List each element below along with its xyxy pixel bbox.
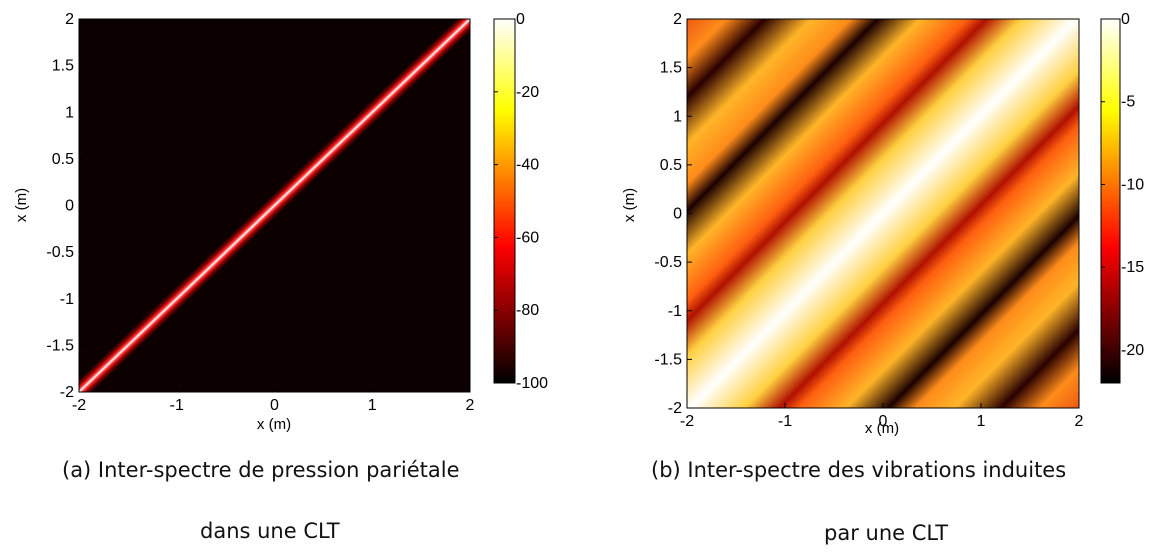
x-tick-label: -2: [72, 397, 86, 414]
y-tick-label: -2: [60, 384, 74, 401]
y-tick-label: 0.5: [660, 157, 682, 174]
colorbar-tick-label: 0: [1121, 11, 1130, 28]
diagonal-band-rect: [79, 19, 470, 392]
y-tick-label: 2: [673, 11, 682, 28]
x-axis-label-b: x (m): [865, 420, 899, 437]
x-tick-label: 1: [977, 413, 986, 430]
colorbar-ticks-a: 0 -20 -40 -60 -80 -100: [494, 11, 548, 392]
caption-a-line1: (a) Inter-spectre de pression pariétale: [62, 458, 460, 482]
y-tick-label: 1.5: [52, 58, 74, 75]
y-tick-label: -0.5: [654, 254, 682, 271]
chart-b: -2 -1 0 1 2 21.510.50-0.5-1-1.5-2 x (m) x (m…: [621, 11, 1144, 437]
colorbar-tick-label: -20: [1121, 342, 1144, 359]
x-tick-label: 2: [466, 397, 475, 414]
x-tick-label: 0: [270, 397, 279, 414]
colorbar-tick-label: -15: [1121, 259, 1144, 276]
colorbar-b: [1100, 18, 1121, 384]
colorbar-tick-label: -20: [516, 84, 539, 101]
x-axis-a: -2 -1 0 1 2: [72, 387, 475, 414]
y-tick-label: -1.5: [46, 337, 74, 354]
chart-a: -2 -1 0 1 2 2 1.5 1 0.5 0 -0.5 -1 -1.5 -2 x (m) x (m…: [13, 11, 548, 433]
colorbar-tick-label: -40: [516, 157, 539, 174]
heatmap-stripes-b: [687, 19, 1079, 408]
y-tick-label: -0.5: [46, 244, 74, 261]
x-axis-label-a: x (m): [257, 416, 291, 433]
colorbar-tick-label: -5: [1121, 94, 1135, 111]
y-tick-label: 2: [65, 11, 74, 28]
y-tick-label: -1.5: [654, 351, 682, 368]
y-tick-label: 1: [673, 108, 682, 125]
y-tick-label: 0: [65, 198, 74, 215]
x-tick-label: -1: [170, 397, 184, 414]
y-tick-label: 0.5: [52, 151, 74, 168]
plot-area-a: [79, 19, 470, 392]
colorbar-tick-label: -80: [516, 302, 539, 319]
x-tick-label: -2: [680, 413, 694, 430]
caption-b-line2: par une CLT: [824, 521, 949, 545]
diagonal-band-a: [79, 19, 470, 392]
colorbar-ticks-b: 0 -5 -10 -15 -20: [1101, 11, 1144, 359]
colorbar-tick-label: -100: [516, 375, 548, 392]
x-axis-b: -2 -1 0 1 2: [680, 403, 1084, 430]
y-axis-label-a: x (m): [13, 188, 30, 222]
y-tick-label: 1.5: [660, 60, 682, 77]
y-tick-label: -1: [60, 291, 74, 308]
colorbar-tick-label: -60: [516, 229, 539, 246]
y-tick-label: 1: [65, 104, 74, 121]
x-tick-label: 1: [368, 397, 377, 414]
y-axis-b: 2 1.5 1 0.5 0 -0.5 -1 -1.5 -2: [654, 11, 692, 417]
x-tick-label: -1: [778, 413, 792, 430]
caption-b-line1: (b) Inter-spectre des vibrations induite…: [651, 458, 1067, 482]
colorbar-a: [493, 18, 516, 384]
caption-a-line2: dans une CLT: [200, 519, 340, 543]
y-tick-label: -1: [668, 303, 682, 320]
y-axis-label-b: x (m): [621, 188, 638, 222]
y-axis-a: 2 1.5 1 0.5 0 -0.5 -1 -1.5 -2: [46, 11, 84, 401]
y-tick-label: 0: [673, 206, 682, 223]
colorbar-tick-label: -10: [1121, 176, 1144, 193]
x-tick-label: 2: [1075, 413, 1084, 430]
colorbar-tick-label: 0: [516, 11, 525, 28]
y-tick-label: -2: [668, 400, 682, 417]
x-tick-label: 0: [879, 413, 888, 430]
